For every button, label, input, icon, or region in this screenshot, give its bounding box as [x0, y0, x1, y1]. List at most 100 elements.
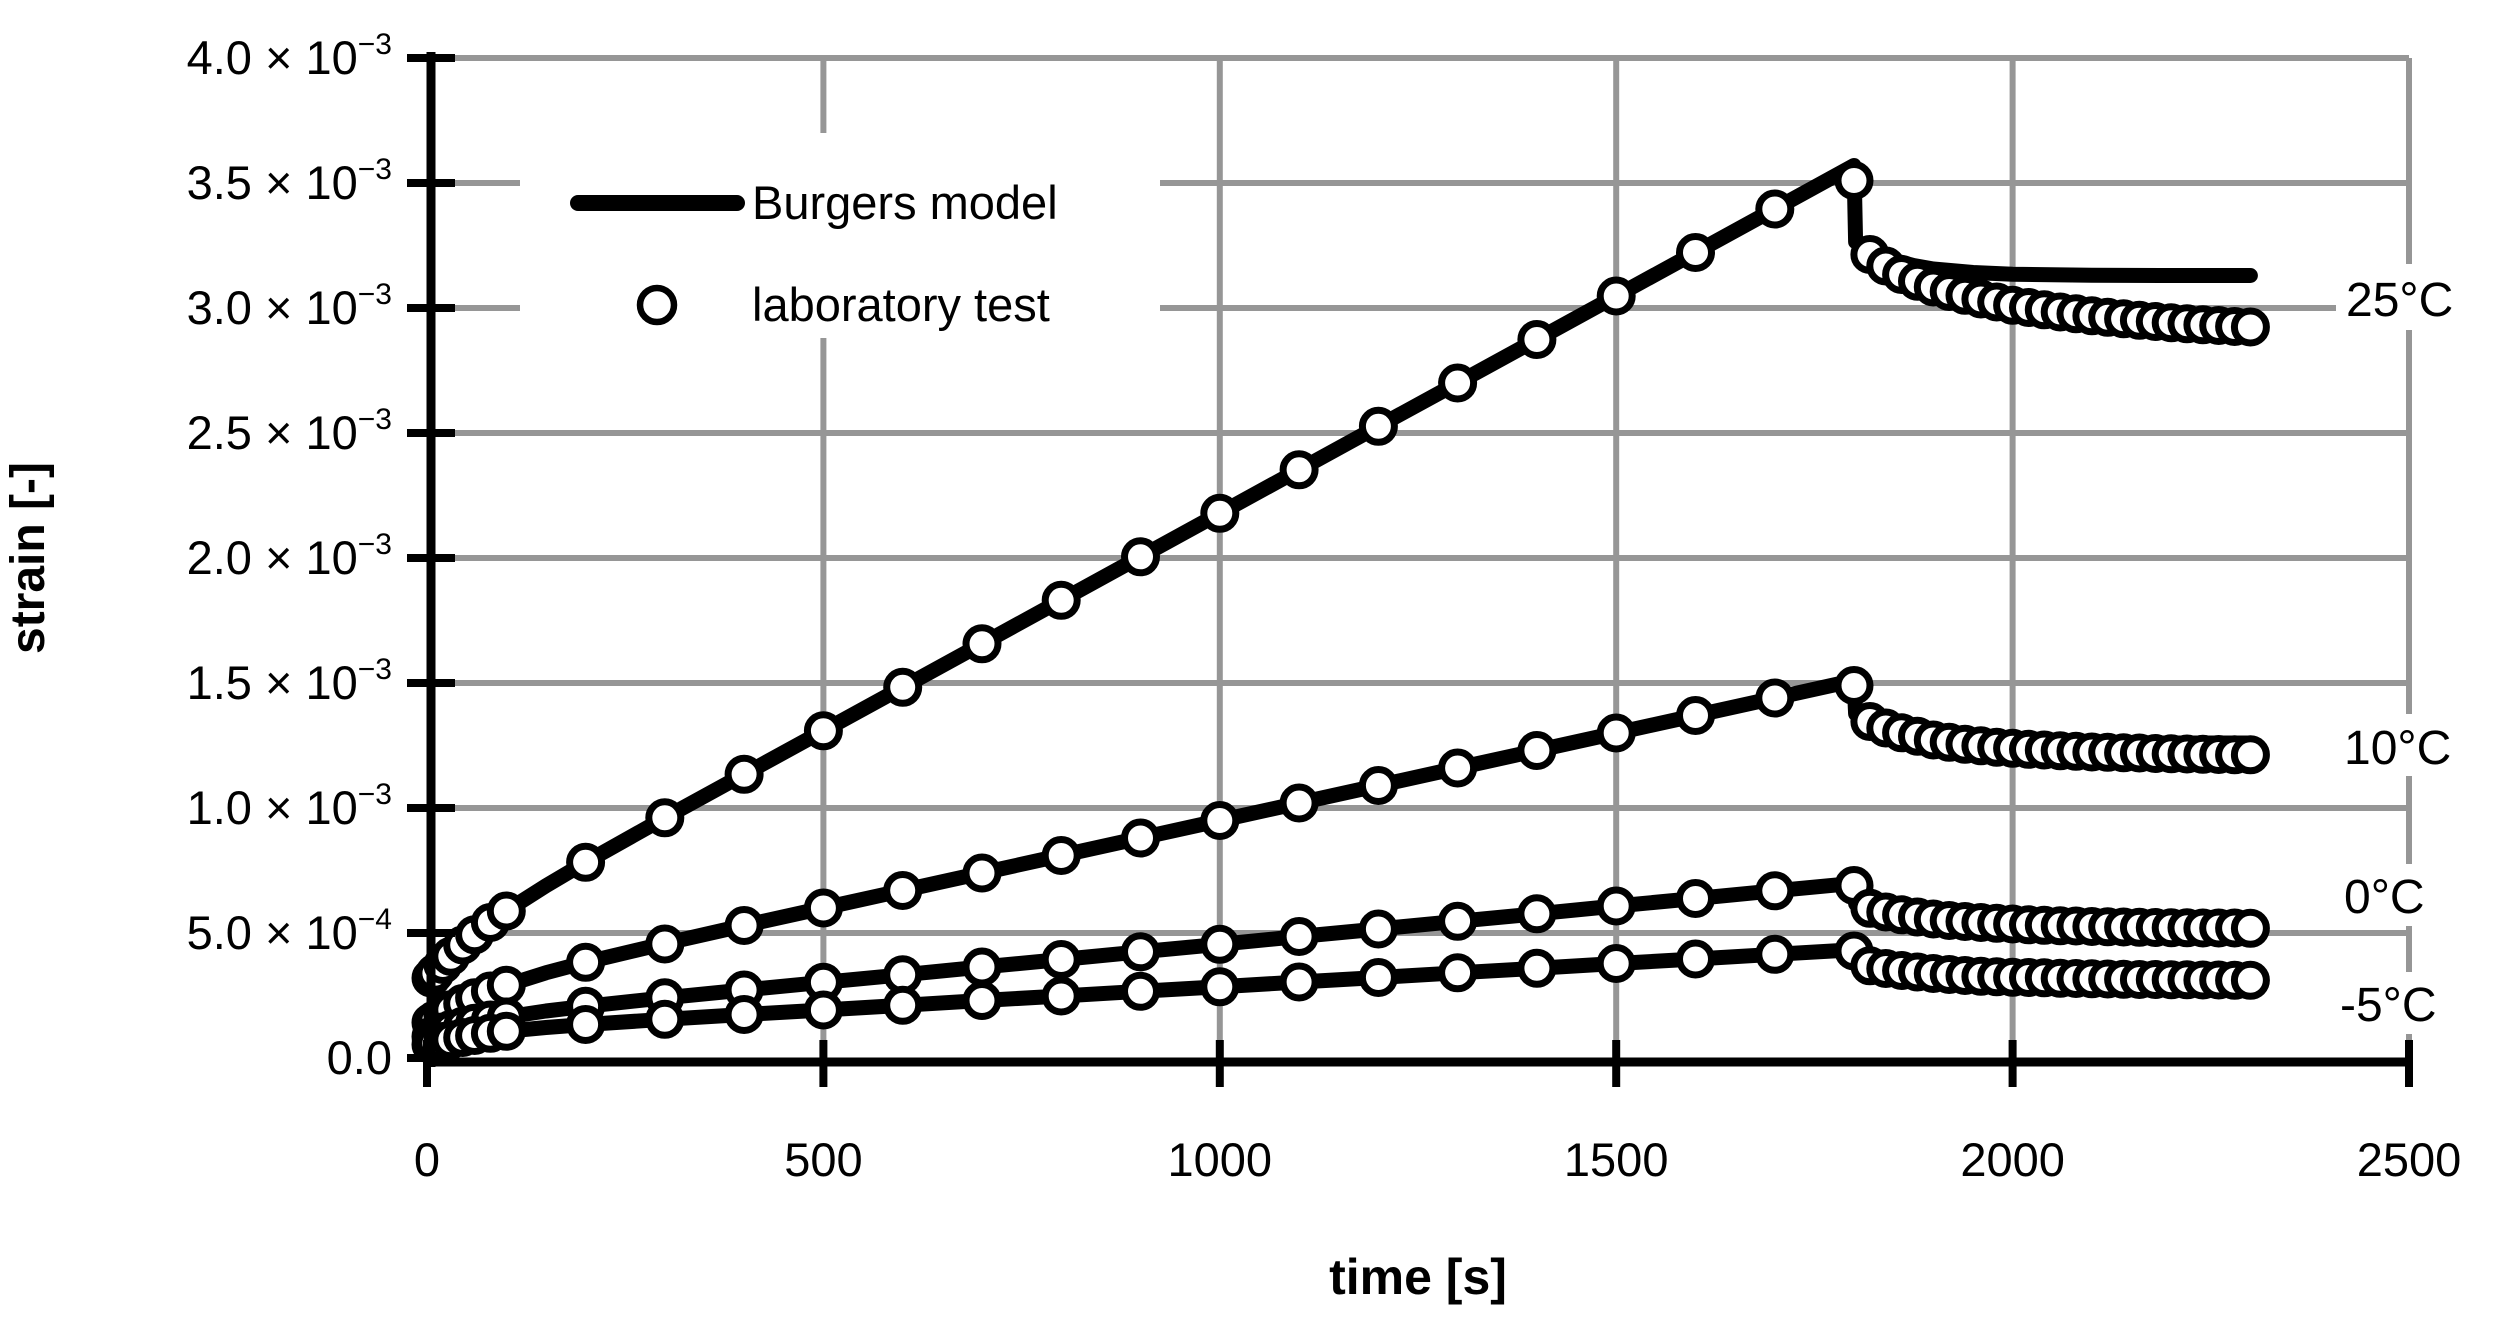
x-tick-label: 2500	[2357, 1133, 2462, 1186]
y-tick-label: 3.0 × 10−3	[187, 278, 392, 334]
lab-point-marker	[1358, 958, 1398, 997]
lab-point-marker	[1438, 901, 1478, 941]
lab-points-0C	[411, 866, 2270, 1056]
lab-point-marker	[1358, 766, 1398, 805]
lab-point-marker	[1834, 161, 1874, 200]
lab-point-marker	[1517, 894, 1557, 934]
y-tick-label: 1.5 × 10−3	[187, 653, 392, 709]
lab-point-marker	[1121, 818, 1160, 858]
lab-point-marker	[1755, 189, 1795, 229]
legend-label-laboratory-test: laboratory test	[752, 278, 1050, 331]
lab-point-marker	[1438, 748, 1478, 788]
lab-point-marker	[883, 985, 923, 1025]
x-tick-label: 1000	[1168, 1133, 1273, 1186]
lab-points-25C	[411, 161, 2270, 998]
lab-point-marker	[1279, 917, 1319, 956]
lab-point-marker	[566, 1005, 606, 1044]
lab-point-marker	[645, 924, 685, 964]
temp-label-bg-minus5C	[2332, 972, 2484, 1034]
lab-point-marker	[1121, 971, 1160, 1011]
temp-label-10C: 10°C	[2344, 722, 2451, 775]
lab-point-marker	[1358, 406, 1398, 446]
y-tick-label: 5.0 × 10−4	[187, 903, 392, 959]
temp-label-bg-10C	[2336, 714, 2496, 776]
y-tick-label: 1.0 × 10−3	[187, 778, 392, 834]
lab-point-marker	[566, 942, 606, 982]
lab-point-marker	[486, 965, 526, 1005]
y-tick-label: 2.5 × 10−3	[187, 403, 392, 459]
lab-point-marker	[1438, 953, 1478, 993]
lab-point-marker	[1041, 836, 1081, 875]
lab-point-marker	[1596, 713, 1636, 753]
lab-point-marker	[724, 906, 764, 945]
y-tick-label: 4.0 × 10−3	[187, 28, 392, 84]
temp-label-25C: 25°C	[2346, 274, 2453, 327]
lab-point-marker	[1279, 450, 1319, 490]
lab-point-marker	[1041, 940, 1081, 979]
lab-point-marker	[1200, 493, 1240, 533]
lab-point-marker	[1596, 944, 1636, 983]
lab-point-marker	[645, 798, 685, 838]
lab-point-marker	[883, 667, 923, 707]
lab-point-marker	[1834, 666, 1874, 705]
lab-point-marker	[1358, 909, 1398, 949]
lab-point-marker	[1279, 962, 1319, 1002]
x-tick-label: 0	[414, 1133, 440, 1186]
lab-point-marker	[1041, 976, 1081, 1016]
lab-point-marker	[803, 888, 843, 928]
lab-point-marker	[1676, 879, 1715, 918]
lab-point-marker	[1755, 678, 1795, 718]
x-tick-label: 2000	[1960, 1133, 2065, 1186]
lab-point-marker	[883, 871, 923, 910]
temp-label-bg-25C	[2336, 264, 2510, 330]
legend-label-burgers-model: Burgers model	[752, 176, 1058, 229]
legend-circle-sample	[636, 284, 678, 326]
lab-point-marker	[1438, 363, 1478, 403]
x-axis-title: time [s]	[1329, 1249, 1507, 1305]
lab-point-marker	[566, 842, 606, 882]
lab-point-marker	[1200, 924, 1240, 964]
x-tick-label: 500	[784, 1133, 862, 1186]
lab-point-marker	[1121, 537, 1160, 577]
lab-point-marker	[486, 891, 526, 931]
temp-label-0C: 0°C	[2344, 871, 2425, 924]
lab-point-marker	[1676, 696, 1715, 735]
lab-point-marker	[1041, 580, 1081, 620]
lab-point-marker	[803, 990, 843, 1030]
lab-point-marker	[724, 754, 764, 794]
temp-label-bg-0C	[2336, 864, 2456, 926]
lab-point-marker	[1279, 783, 1319, 823]
lab-point-marker	[2230, 960, 2270, 1000]
legend-background	[520, 133, 1160, 338]
y-tick-label: 3.5 × 10−3	[187, 153, 392, 209]
lab-point-marker	[2230, 307, 2270, 347]
lab-point-marker	[1121, 932, 1160, 972]
lab-point-marker	[1755, 871, 1795, 911]
lab-point-marker	[1517, 320, 1557, 359]
lab-point-marker	[1676, 233, 1715, 272]
lab-point-marker	[803, 711, 843, 751]
y-axis-title: strain [-]	[2, 462, 55, 654]
lab-point-marker	[962, 981, 1002, 1020]
y-tick-label: 0.0	[327, 1031, 392, 1084]
lab-point-marker	[1596, 276, 1636, 316]
lab-point-marker	[1676, 939, 1715, 979]
y-tick-label: 2.0 × 10−3	[187, 528, 392, 584]
x-tick-label: 1500	[1564, 1133, 1669, 1186]
lab-point-marker	[1517, 731, 1557, 770]
lab-point-marker	[1755, 934, 1795, 974]
lab-point-marker	[1596, 886, 1636, 926]
lab-point-marker	[645, 999, 685, 1039]
lab-point-marker	[1200, 801, 1240, 840]
lab-point-marker	[2230, 735, 2270, 775]
temp-label-minus5C: -5°C	[2340, 979, 2437, 1032]
lab-point-marker	[486, 1011, 526, 1051]
lab-point-marker	[962, 853, 1002, 893]
lab-point-marker	[1200, 967, 1240, 1007]
lab-point-marker	[724, 995, 764, 1034]
lab-point-marker	[962, 947, 1002, 987]
lab-point-marker	[962, 624, 1002, 664]
lab-point-marker	[2230, 908, 2270, 948]
